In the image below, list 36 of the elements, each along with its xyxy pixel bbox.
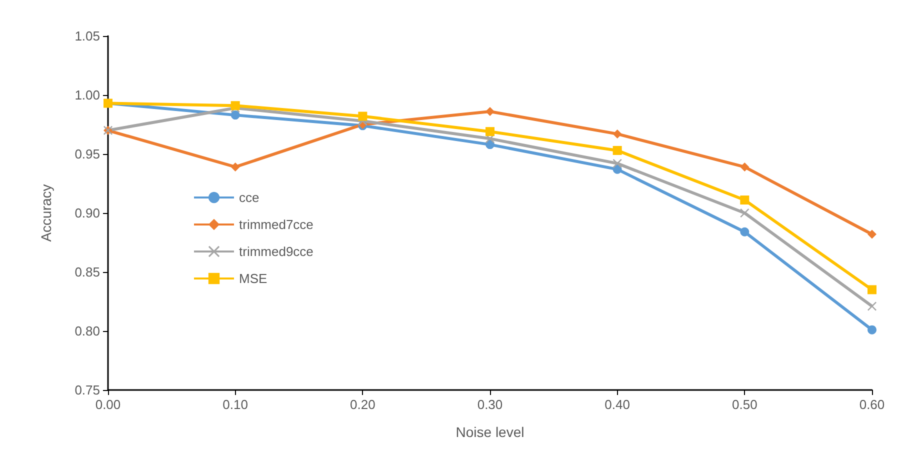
legend-label: trimmed9cce [239, 244, 314, 259]
x-tick-label: 0.60 [859, 397, 885, 412]
y-tick-label: 0.85 [74, 264, 100, 280]
point [230, 162, 240, 172]
y-axis-title: Accuracy [38, 184, 54, 242]
point [486, 127, 494, 136]
point [740, 208, 750, 218]
x-tick-label: 0.40 [604, 397, 630, 412]
legend-label: MSE [239, 271, 268, 286]
y-tick-label: 0.80 [74, 324, 100, 338]
point [612, 158, 622, 168]
point [230, 110, 240, 120]
point [740, 162, 750, 172]
x-axis-title: Noise level [456, 424, 524, 440]
y-tick-label: 0.90 [74, 206, 100, 220]
x-tick-label: 0.30 [477, 397, 503, 412]
point [868, 230, 876, 239]
x-tick-label: 0.00 [95, 397, 121, 412]
point [740, 227, 750, 236]
point [868, 302, 876, 311]
x-tick-label: 0.20 [350, 397, 376, 412]
point [358, 112, 368, 121]
point [740, 196, 750, 205]
y-tick-label: 0.95 [74, 146, 100, 162]
y-tick-label: 1.05 [74, 28, 100, 44]
point [486, 107, 494, 116]
legend-label: trimmed7cce [239, 217, 314, 232]
x-tick-label: 0.50 [732, 397, 758, 412]
x-tick-label: 0.10 [222, 397, 248, 412]
point [612, 146, 622, 155]
y-tick-label: 1.00 [74, 88, 100, 102]
point [612, 129, 622, 138]
point [868, 325, 876, 334]
y-tick-label: 0.75 [74, 382, 100, 398]
legend-label: cce [239, 190, 260, 205]
point [868, 285, 876, 294]
